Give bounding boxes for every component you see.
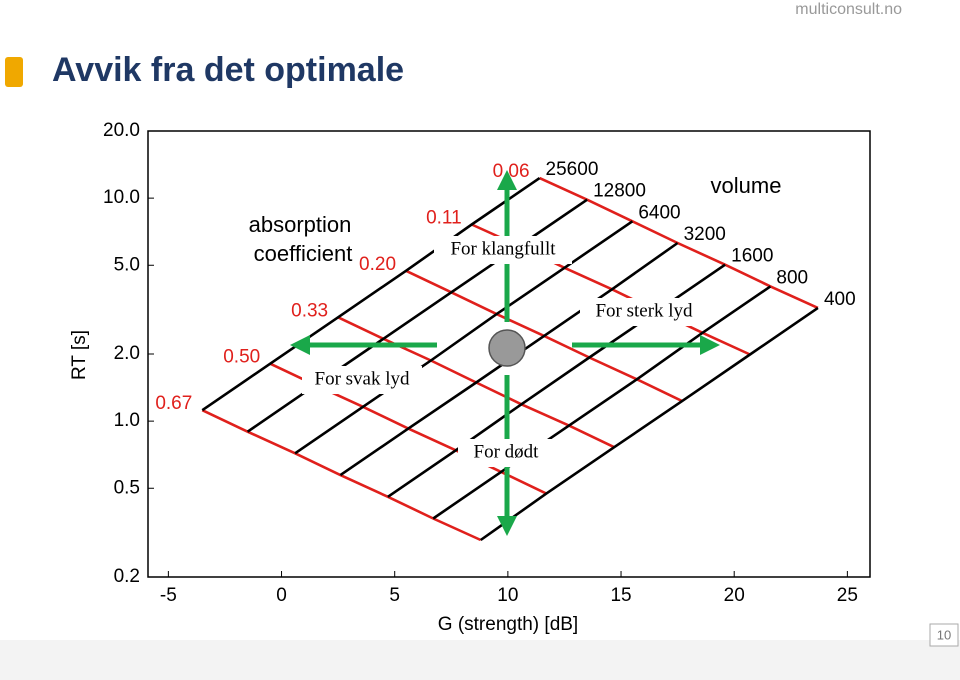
absorption-label: 0.11 — [426, 207, 462, 228]
volume-line — [294, 220, 634, 455]
page-number: 10 — [937, 627, 951, 642]
absorption-label: 0.20 — [359, 254, 396, 275]
y-tick-label: 20.0 — [103, 120, 140, 141]
x-tick-label: -5 — [160, 585, 177, 606]
volume-label: 1600 — [731, 246, 773, 267]
footer-band — [0, 640, 960, 680]
volume-label: 3200 — [684, 224, 726, 245]
y-tick-label: 5.0 — [114, 254, 140, 275]
absorption-label: 0.33 — [291, 300, 328, 321]
y-tick-label: 0.5 — [114, 477, 140, 498]
x-tick-label: 20 — [724, 585, 745, 606]
x-tick-label: 10 — [497, 585, 518, 606]
x-tick-label: 15 — [610, 585, 631, 606]
x-tick-label: 0 — [276, 585, 287, 606]
y-tick-label: 0.2 — [114, 566, 140, 587]
volume-title: volume — [711, 173, 782, 198]
volume-label: 6400 — [638, 202, 680, 223]
volume-line — [479, 306, 819, 542]
label-box — [458, 439, 554, 467]
annotation: For dødt — [474, 441, 540, 462]
annotation: For sterk lyd — [595, 300, 693, 321]
volume-line — [432, 285, 772, 520]
absorption-label: 0.67 — [155, 393, 192, 414]
x-axis-title: G (strength) [dB] — [438, 614, 578, 635]
volume-label: 800 — [776, 267, 808, 288]
optimum-dot — [488, 329, 526, 367]
x-tick-label: 25 — [837, 585, 858, 606]
absorption-title: coefficient — [254, 241, 353, 266]
y-axis-title: RT [s] — [69, 330, 90, 380]
absorption-title: absorption — [249, 212, 352, 237]
y-tick-label: 1.0 — [114, 410, 140, 431]
y-tick-label: 2.0 — [114, 343, 140, 364]
slide-title: Avvik fra det optimale — [52, 51, 404, 89]
absorption-label: 0.50 — [223, 347, 260, 368]
annotation: For svak lyd — [315, 368, 411, 389]
label-box — [302, 366, 422, 394]
page-number-box — [929, 623, 959, 647]
annotation: For klangfullt — [450, 238, 556, 259]
volume-label: 25600 — [546, 159, 599, 180]
brand: multiconsult.no — [795, 1, 902, 18]
volume-label: 400 — [824, 289, 856, 310]
label-box — [580, 298, 708, 326]
volume-label: 12800 — [593, 181, 646, 202]
annotations: For klangfullt For sterk lyd For svak ly… — [290, 170, 720, 536]
volume-line — [201, 177, 541, 412]
x-tick-label: 5 — [389, 585, 400, 606]
title-marker — [5, 57, 23, 87]
y-tick-label: 10.0 — [103, 187, 140, 208]
absorption-label: 0.06 — [493, 161, 530, 182]
label-box — [434, 236, 572, 264]
